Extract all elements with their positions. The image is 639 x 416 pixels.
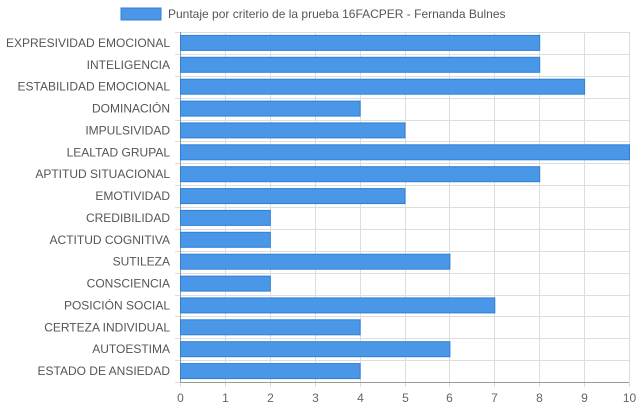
bar[interactable] xyxy=(180,34,541,51)
bars xyxy=(180,34,630,380)
bar[interactable] xyxy=(180,100,361,117)
category-label: CONSCIENCIA xyxy=(87,277,170,291)
bar[interactable] xyxy=(180,166,541,183)
x-axis-ticks: 0 1 2 3 4 5 6 7 8 9 10 xyxy=(177,391,636,405)
bar[interactable] xyxy=(180,275,271,292)
x-tick-label: 1 xyxy=(222,391,229,405)
x-tick-label: 0 xyxy=(177,391,184,405)
x-tick-label: 2 xyxy=(267,391,274,405)
category-label: SUTILEZA xyxy=(113,255,170,269)
x-tick-label: 7 xyxy=(491,391,498,405)
bar[interactable] xyxy=(180,319,361,336)
category-label: EMOTIVIDAD xyxy=(95,189,170,203)
category-label: ESTADO DE ANSIEDAD xyxy=(38,364,171,378)
bar[interactable] xyxy=(180,56,541,73)
bar[interactable] xyxy=(180,144,630,161)
category-label: APTITUD SITUACIONAL xyxy=(35,167,170,181)
category-label: AUTOESTIMA xyxy=(92,342,170,356)
x-tick-label: 4 xyxy=(357,391,364,405)
category-label: CERTEZA INDIVIDUAL xyxy=(44,320,170,334)
category-label: IMPULSIVIDAD xyxy=(85,123,170,137)
legend-swatch xyxy=(120,7,162,21)
category-label: EXPRESIVIDAD EMOCIONAL xyxy=(6,36,170,50)
bar[interactable] xyxy=(180,188,406,205)
legend[interactable]: Puntaje por criterio de la prueba 16FACP… xyxy=(120,7,506,21)
category-label: INTELIGENCIA xyxy=(87,58,170,72)
legend-label: Puntaje por criterio de la prueba 16FACP… xyxy=(168,7,506,21)
bar[interactable] xyxy=(180,363,361,380)
x-tick-label: 8 xyxy=(536,391,543,405)
category-label: CREDIBILIDAD xyxy=(86,211,170,225)
bar[interactable] xyxy=(180,209,271,226)
x-tick-label: 3 xyxy=(312,391,319,405)
x-tick-label: 5 xyxy=(402,391,409,405)
bar[interactable] xyxy=(180,341,451,358)
bar[interactable] xyxy=(180,231,271,248)
y-axis-labels: EXPRESIVIDAD EMOCIONAL INTELIGENCIA ESTABI… xyxy=(6,36,170,378)
bar[interactable] xyxy=(180,78,586,95)
bar[interactable] xyxy=(180,253,451,270)
category-label: POSICIÓN SOCIAL xyxy=(64,297,170,312)
x-tick-label: 10 xyxy=(623,391,637,405)
category-label: DOMINACIÓN xyxy=(92,101,170,116)
category-label: ESTABILIDAD EMOCIONAL xyxy=(18,80,171,94)
bar[interactable] xyxy=(180,122,406,139)
bar[interactable] xyxy=(180,297,496,314)
x-tick-label: 9 xyxy=(581,391,588,405)
category-label: ACTITUD COGNITIVA xyxy=(50,233,170,247)
category-label: LEALTAD GRUPAL xyxy=(67,145,171,159)
x-tick-label: 6 xyxy=(446,391,453,405)
